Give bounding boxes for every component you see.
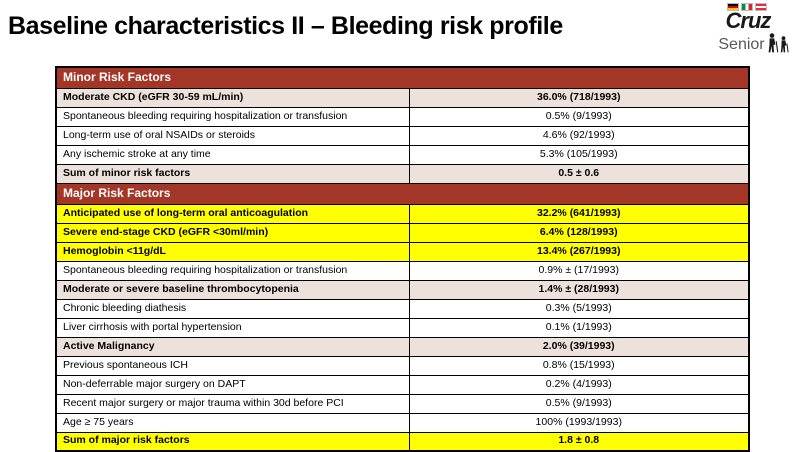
bleeding-risk-table: Minor Risk Factors Moderate CKD (eGFR 30-… <box>55 66 750 452</box>
risk-factor-value: 4.6% (92/1993) <box>408 125 750 146</box>
risk-factor-label: Recent major surgery or major trauma wit… <box>55 393 410 414</box>
risk-factor-value: 0.5% (9/1993) <box>408 106 750 127</box>
risk-factor-label: Spontaneous bleeding requiring hospitali… <box>55 106 410 127</box>
table-row: Active Malignancy 2.0% (39/1993) <box>55 336 750 357</box>
page-title: Baseline characteristics II – Bleeding r… <box>8 12 563 40</box>
section-header-row: Minor Risk Factors <box>55 66 750 89</box>
table-row: Hemoglobin <11g/dL 13.4% (267/1993) <box>55 241 750 262</box>
section-header-row: Major Risk Factors <box>55 182 750 205</box>
logo-brand-text: Cruz <box>725 8 772 33</box>
risk-factor-label: Moderate or severe baseline thrombocytop… <box>55 279 410 300</box>
risk-factor-label: Anticipated use of long-term oral antico… <box>55 203 410 224</box>
logo-flags-row <box>711 3 783 11</box>
table-row: Any ischemic stroke at any time 5.3% (105… <box>55 144 750 165</box>
section-header-label: Major Risk Factors <box>55 182 750 205</box>
risk-factor-value: 1.4% ± (28/1993) <box>408 279 750 300</box>
risk-factor-label: Chronic bleeding diathesis <box>55 298 410 319</box>
risk-factor-value: 32.2% (641/1993) <box>408 203 750 224</box>
austria-flag-icon <box>755 3 767 11</box>
table-row: Long-term use of oral NSAIDs or steroids… <box>55 125 750 146</box>
risk-factor-value: 100% (1993/1993) <box>408 412 750 433</box>
risk-factor-value: 0.5% (9/1993) <box>408 393 750 414</box>
risk-factor-value: 13.4% (267/1993) <box>408 241 750 262</box>
risk-factor-value: 0.8% (15/1993) <box>408 355 750 376</box>
risk-factor-value: 0.5 ± 0.6 <box>408 163 750 184</box>
logo-sub-row: Senior <box>711 33 797 53</box>
table-row: Spontaneous bleeding requiring hospitali… <box>55 106 750 127</box>
risk-factor-value: 5.3% (105/1993) <box>408 144 750 165</box>
risk-factor-label: Severe end-stage CKD (eGFR <30ml/min) <box>55 222 410 243</box>
table-row: Liver cirrhosis with portal hypertension… <box>55 317 750 338</box>
table-row: Moderate or severe baseline thrombocytop… <box>55 279 750 300</box>
risk-factor-label: Liver cirrhosis with portal hypertension <box>55 317 410 338</box>
risk-factor-value: 0.1% (1/1993) <box>408 317 750 338</box>
italy-flag-icon <box>741 3 753 11</box>
risk-factor-label: Sum of major risk factors <box>55 431 410 452</box>
table-row: Recent major surgery or major trauma wit… <box>55 393 750 414</box>
risk-factor-label: Non-deferrable major surgery on DAPT <box>55 374 410 395</box>
table-row: Chronic bleeding diathesis 0.3% (5/1993) <box>55 298 750 319</box>
table-row: Age ≥ 75 years 100% (1993/1993) <box>55 412 750 433</box>
two-seniors-walking-icon <box>768 33 789 53</box>
risk-factor-value: 2.0% (39/1993) <box>408 336 750 357</box>
risk-factor-label: Sum of minor risk factors <box>55 163 410 184</box>
risk-factor-value: 1.8 ± 0.8 <box>408 431 750 452</box>
risk-factor-value: 36.0% (718/1993) <box>408 87 750 108</box>
table-row: Sum of minor risk factors 0.5 ± 0.6 <box>55 163 750 184</box>
section-header-label: Minor Risk Factors <box>55 66 750 89</box>
germany-flag-icon <box>727 3 739 11</box>
risk-factor-value: 0.9% ± (17/1993) <box>408 260 750 281</box>
risk-factor-label: Age ≥ 75 years <box>55 412 410 433</box>
risk-factor-label: Any ischemic stroke at any time <box>55 144 410 165</box>
table-row: Moderate CKD (eGFR 30-59 mL/min) 36.0% (7… <box>55 87 750 108</box>
cruz-senior-logo: Cruz Senior <box>711 3 797 53</box>
table-row: Non-deferrable major surgery on DAPT 0.2%… <box>55 374 750 395</box>
risk-factor-value: 0.3% (5/1993) <box>408 298 750 319</box>
risk-factor-label: Previous spontaneous ICH <box>55 355 410 376</box>
table-row: Severe end-stage CKD (eGFR <30ml/min) 6.4… <box>55 222 750 243</box>
risk-factor-label: Spontaneous bleeding requiring hospitali… <box>55 260 410 281</box>
table-row: Sum of major risk factors 1.8 ± 0.8 <box>55 431 750 452</box>
table-row: Previous spontaneous ICH 0.8% (15/1993) <box>55 355 750 376</box>
risk-factor-value: 6.4% (128/1993) <box>408 222 750 243</box>
risk-factor-label: Moderate CKD (eGFR 30-59 mL/min) <box>55 87 410 108</box>
risk-factor-label: Active Malignancy <box>55 336 410 357</box>
logo-subbrand-text: Senior <box>718 36 765 53</box>
table-row: Anticipated use of long-term oral antico… <box>55 203 750 224</box>
risk-factor-label: Long-term use of oral NSAIDs or steroids <box>55 125 410 146</box>
risk-factor-label: Hemoglobin <11g/dL <box>55 241 410 262</box>
table-row: Spontaneous bleeding requiring hospitali… <box>55 260 750 281</box>
risk-factor-value: 0.2% (4/1993) <box>408 374 750 395</box>
